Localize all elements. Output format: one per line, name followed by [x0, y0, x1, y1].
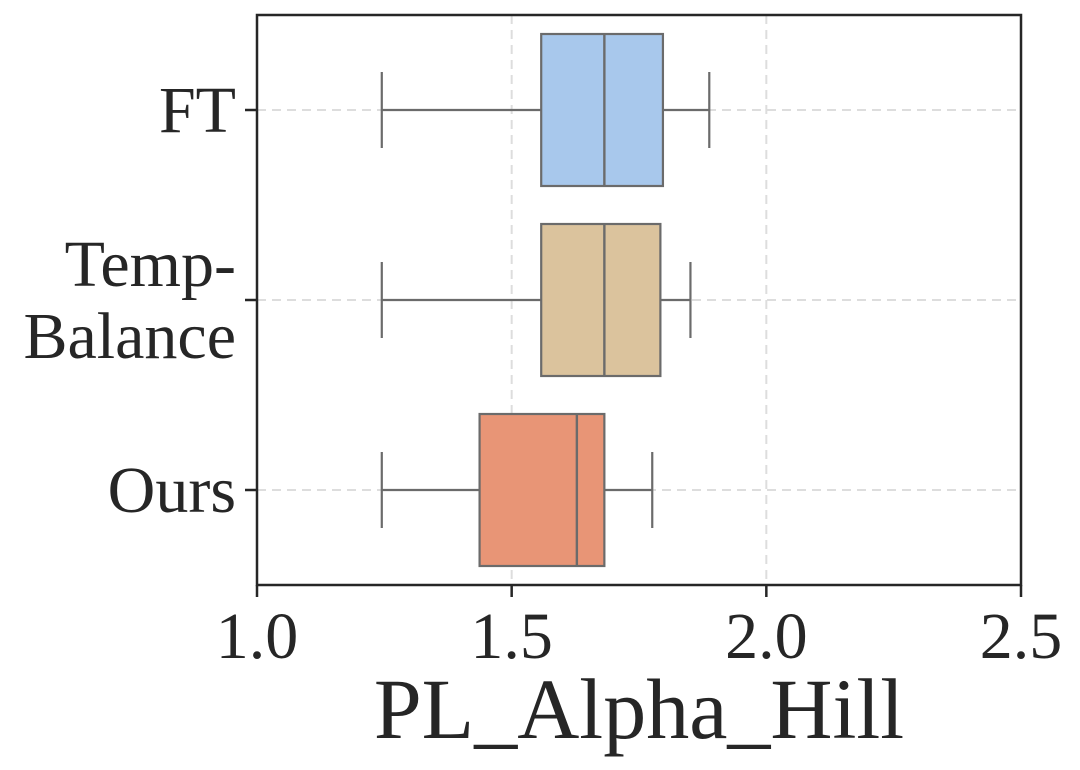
box-ft	[380, 32, 711, 188]
x-tick-label: 1.5	[470, 600, 553, 673]
box-ours	[380, 412, 654, 568]
y-tick-label-line: Ours	[108, 454, 236, 527]
y-tick-label-line: Temp-	[65, 228, 236, 301]
iqr-box	[478, 412, 606, 568]
iqr-box	[540, 32, 665, 188]
y-tick-label-line: Balance	[23, 300, 236, 373]
x-tick-label: 2.0	[725, 600, 808, 673]
box-temp-balance	[380, 222, 692, 378]
box-series	[380, 32, 711, 568]
x-tick-label: 1.0	[216, 600, 299, 673]
y-tick-label-ft: FT	[159, 74, 236, 147]
iqr-box	[540, 222, 662, 378]
x-axis-title: PL_Alpha_Hill	[374, 661, 904, 757]
x-tick-label: 2.5	[980, 600, 1063, 673]
y-tick-label-ours: Ours	[108, 454, 236, 527]
y-tick-label-temp-balance: Temp-Balance	[23, 228, 236, 373]
y-tick-label-line: FT	[159, 74, 236, 147]
axis-ticks: 1.0 1.5 2.0 2.5 FT Temp-Balance Ours	[23, 74, 1062, 673]
